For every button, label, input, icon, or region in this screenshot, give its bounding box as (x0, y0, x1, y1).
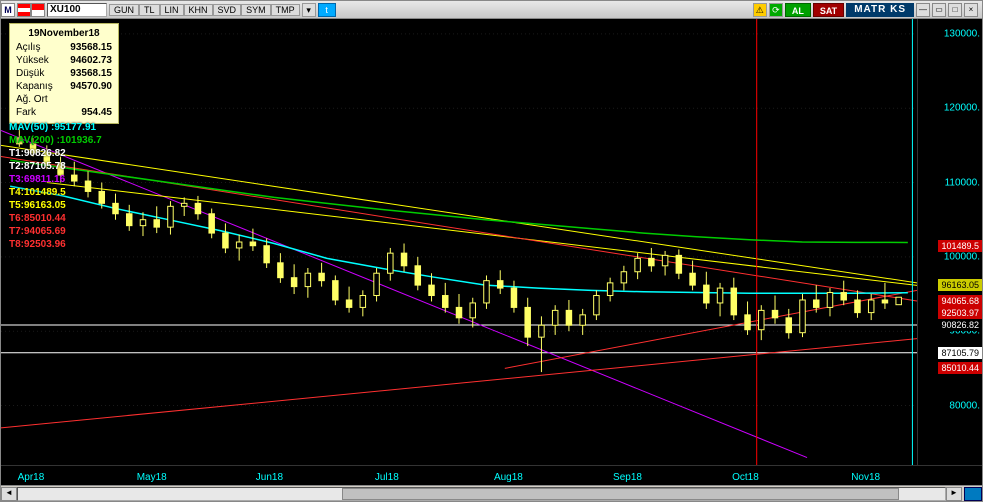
y-axis: 130000.120000.110000.100000.90000.80000.… (917, 19, 982, 465)
ohlc-tooltip: 19November18 Açılış93568.15Yüksek94602.7… (9, 23, 119, 124)
y-tick-label: 110000. (945, 177, 980, 188)
x-tick-label: Apr18 (18, 472, 45, 483)
scroll-right-icon[interactable]: ► (946, 487, 962, 501)
toolbar: M GUNTLLINKHNSVDSYMTMP ▾ t ⚠ ⟳ AL SAT MA… (1, 1, 982, 19)
brand-label: MATR KS (846, 3, 914, 17)
y-tick-label: 130000. (944, 28, 980, 39)
ohlc-row: Yüksek94602.73 (16, 54, 112, 67)
x-tick-label: Jul18 (375, 472, 399, 483)
ohlc-row: Düşük93568.15 (16, 67, 112, 80)
indicator-legend: MAV(50) :95177.91MAV(200) :101936.7T1:90… (9, 121, 102, 251)
toolbar-btn-svd[interactable]: SVD (213, 4, 242, 16)
indicator-label: MAV(200) :101936.7 (9, 134, 102, 147)
toolbar-btn-sym[interactable]: SYM (241, 4, 271, 16)
toolbar-btn-khn[interactable]: KHN (184, 4, 213, 16)
symbol-input[interactable] (47, 3, 107, 17)
ohlc-row: Ağ. Ort (16, 93, 112, 106)
close-icon[interactable]: × (964, 3, 978, 17)
scroll-thumb[interactable] (342, 488, 898, 500)
x-tick-label: Oct18 (732, 472, 759, 483)
y-tick-label: 100000. (944, 251, 980, 262)
twitter-icon[interactable]: t (318, 3, 336, 17)
chart-area[interactable]: 19November18 Açılış93568.15Yüksek94602.7… (1, 19, 982, 465)
price-flag: 87105.79 (938, 347, 982, 359)
ohlc-row: Kapanış94570.90 (16, 80, 112, 93)
toolbar-btn-gun[interactable]: GUN (109, 4, 139, 16)
ohlc-date: 19November18 (16, 28, 112, 39)
price-flag: 90826.82 (938, 319, 982, 331)
y-tick-label: 80000. (949, 400, 980, 411)
price-flag: 94065.68 (938, 295, 982, 307)
y-tick-label: 120000. (944, 103, 980, 114)
indicator-label: T7:94065.69 (9, 225, 102, 238)
indicator-label: T3:69811.16 (9, 173, 102, 186)
x-tick-label: Jun18 (256, 472, 283, 483)
ohlc-row: Açılış93568.15 (16, 41, 112, 54)
scroll-left-icon[interactable]: ◄ (1, 487, 17, 501)
buy-button[interactable]: AL (785, 3, 811, 17)
indicator-label: T6:85010.44 (9, 212, 102, 225)
scroll-track[interactable] (17, 487, 946, 501)
flag-icons (17, 3, 45, 17)
x-axis: Apr18 May18 Jun18 Jul18 Aug18 Sep18 Oct18 Nov18 (1, 465, 982, 485)
x-tick-label: Aug18 (494, 472, 523, 483)
x-tick-label: May18 (137, 472, 167, 483)
toolbar-btn-tmp[interactable]: TMP (271, 4, 300, 16)
indicator-label: T1:90826.82 (9, 147, 102, 160)
dropdown-icon[interactable]: ▾ (302, 3, 316, 17)
alert-icon[interactable]: ⚠ (753, 3, 767, 17)
price-flag: 85010.44 (938, 362, 982, 374)
indicator-label: T4:101489.5 (9, 186, 102, 199)
restore-icon[interactable]: ▭ (932, 3, 946, 17)
ohlc-row: Fark954.45 (16, 106, 112, 119)
toolbar-btn-lin[interactable]: LIN (160, 4, 184, 16)
indicator-label: T8:92503.96 (9, 238, 102, 251)
chart-window: M GUNTLLINKHNSVDSYMTMP ▾ t ⚠ ⟳ AL SAT MA… (0, 0, 983, 502)
price-flag: 96163.05 (938, 279, 982, 291)
refresh-icon[interactable]: ⟳ (769, 3, 783, 17)
corner-icon[interactable] (964, 487, 982, 501)
horizontal-scrollbar[interactable]: ◄ ► (1, 485, 982, 501)
indicator-label: T5:96163.05 (9, 199, 102, 212)
indicator-label: T2:87105.78 (9, 160, 102, 173)
app-logo-icon: M (1, 3, 15, 17)
toolbar-btn-tl[interactable]: TL (139, 4, 160, 16)
price-flag: 101489.5 (938, 240, 982, 252)
indicator-label: MAV(50) :95177.91 (9, 121, 102, 134)
plot-region[interactable]: 19November18 Açılış93568.15Yüksek94602.7… (1, 19, 917, 465)
sell-button[interactable]: SAT (813, 3, 844, 17)
price-flag: 92503.97 (938, 307, 982, 319)
x-tick-label: Sep18 (613, 472, 642, 483)
x-tick-label: Nov18 (851, 472, 880, 483)
minimize-icon[interactable]: — (916, 3, 930, 17)
maximize-icon[interactable]: □ (948, 3, 962, 17)
